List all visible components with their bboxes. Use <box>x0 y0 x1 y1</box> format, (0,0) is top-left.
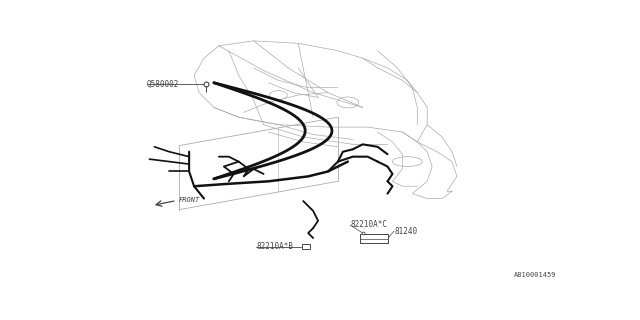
Text: Q580002: Q580002 <box>147 79 179 89</box>
Bar <box>360 234 388 243</box>
Bar <box>301 244 310 249</box>
Text: 81240: 81240 <box>395 227 418 236</box>
Text: 82210A*B: 82210A*B <box>256 242 293 251</box>
Text: FRONT: FRONT <box>178 197 200 203</box>
Text: A810001459: A810001459 <box>514 272 557 278</box>
Text: 82210A*C: 82210A*C <box>350 220 387 229</box>
